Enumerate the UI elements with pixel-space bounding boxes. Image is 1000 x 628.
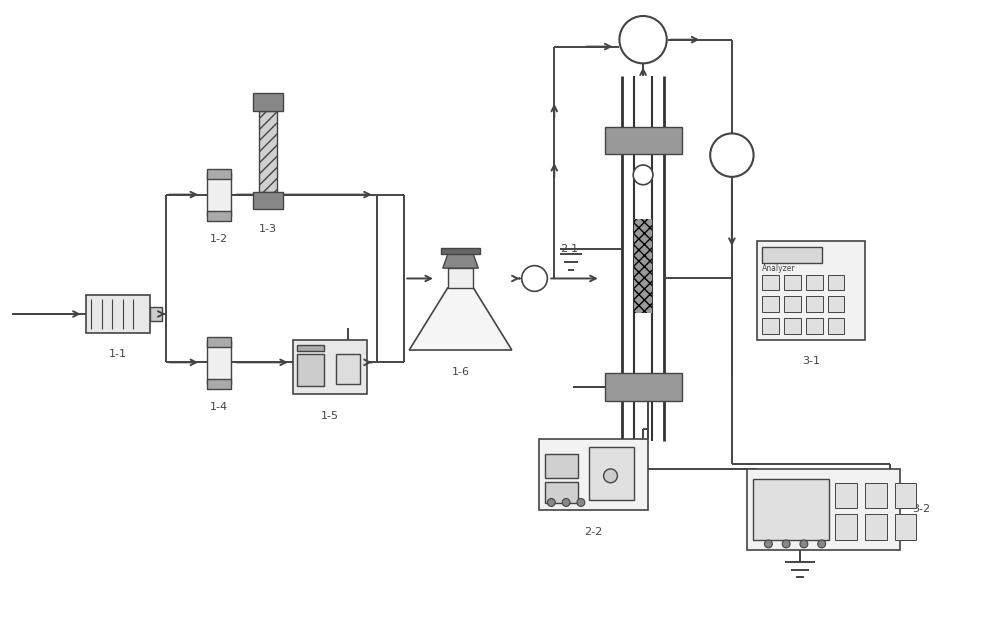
- Circle shape: [562, 499, 570, 506]
- Bar: [86, 295, 150, 333]
- Bar: [297, 345, 324, 350]
- Bar: [895, 514, 916, 540]
- Text: 3-1: 3-1: [802, 356, 820, 366]
- Circle shape: [604, 469, 617, 483]
- Text: 2-2: 2-2: [585, 527, 603, 537]
- Text: 1-1: 1-1: [109, 349, 127, 359]
- Bar: [207, 379, 231, 389]
- Circle shape: [764, 540, 772, 548]
- Text: 1-4: 1-4: [210, 402, 228, 412]
- Bar: [806, 318, 823, 333]
- Bar: [835, 483, 857, 509]
- Circle shape: [577, 499, 585, 506]
- Bar: [539, 440, 648, 511]
- Bar: [545, 453, 578, 479]
- Bar: [207, 169, 231, 179]
- Bar: [605, 373, 682, 401]
- Circle shape: [710, 133, 754, 177]
- Bar: [828, 296, 844, 312]
- Bar: [762, 247, 822, 263]
- Bar: [297, 354, 324, 386]
- Bar: [259, 111, 277, 192]
- Bar: [865, 514, 887, 540]
- Bar: [784, 318, 801, 333]
- Bar: [762, 274, 779, 290]
- Bar: [150, 306, 162, 322]
- Bar: [747, 469, 900, 550]
- Bar: [828, 274, 844, 290]
- Polygon shape: [409, 288, 512, 350]
- Polygon shape: [443, 254, 478, 268]
- Text: 2-1: 2-1: [560, 244, 578, 254]
- Text: GC: GC: [771, 251, 784, 259]
- Bar: [448, 268, 473, 288]
- Text: 3-2: 3-2: [912, 504, 930, 514]
- Bar: [253, 93, 283, 111]
- Circle shape: [818, 540, 826, 548]
- Circle shape: [633, 165, 653, 185]
- Text: Analyzer: Analyzer: [761, 264, 795, 273]
- Circle shape: [522, 266, 547, 291]
- Bar: [207, 337, 231, 347]
- Bar: [806, 296, 823, 312]
- Text: 1-6: 1-6: [452, 367, 470, 377]
- Bar: [835, 514, 857, 540]
- Bar: [762, 318, 779, 333]
- Text: 1-2: 1-2: [210, 234, 228, 244]
- Text: 1-3: 1-3: [259, 224, 277, 234]
- Bar: [753, 479, 829, 540]
- Bar: [784, 296, 801, 312]
- Circle shape: [782, 540, 790, 548]
- Circle shape: [547, 499, 555, 506]
- Bar: [895, 483, 916, 509]
- Bar: [545, 482, 578, 503]
- Bar: [806, 274, 823, 290]
- Bar: [207, 173, 231, 216]
- Bar: [828, 318, 844, 333]
- Bar: [207, 340, 231, 384]
- Bar: [207, 212, 231, 221]
- Bar: [762, 296, 779, 312]
- Circle shape: [619, 16, 667, 63]
- Bar: [336, 354, 360, 384]
- Bar: [441, 249, 480, 254]
- Bar: [634, 219, 652, 313]
- Bar: [784, 274, 801, 290]
- Bar: [865, 483, 887, 509]
- Bar: [757, 241, 865, 340]
- Bar: [589, 447, 634, 501]
- Bar: [293, 340, 367, 394]
- Text: 1-5: 1-5: [321, 411, 339, 421]
- Circle shape: [800, 540, 808, 548]
- Bar: [253, 192, 283, 209]
- Bar: [605, 126, 682, 154]
